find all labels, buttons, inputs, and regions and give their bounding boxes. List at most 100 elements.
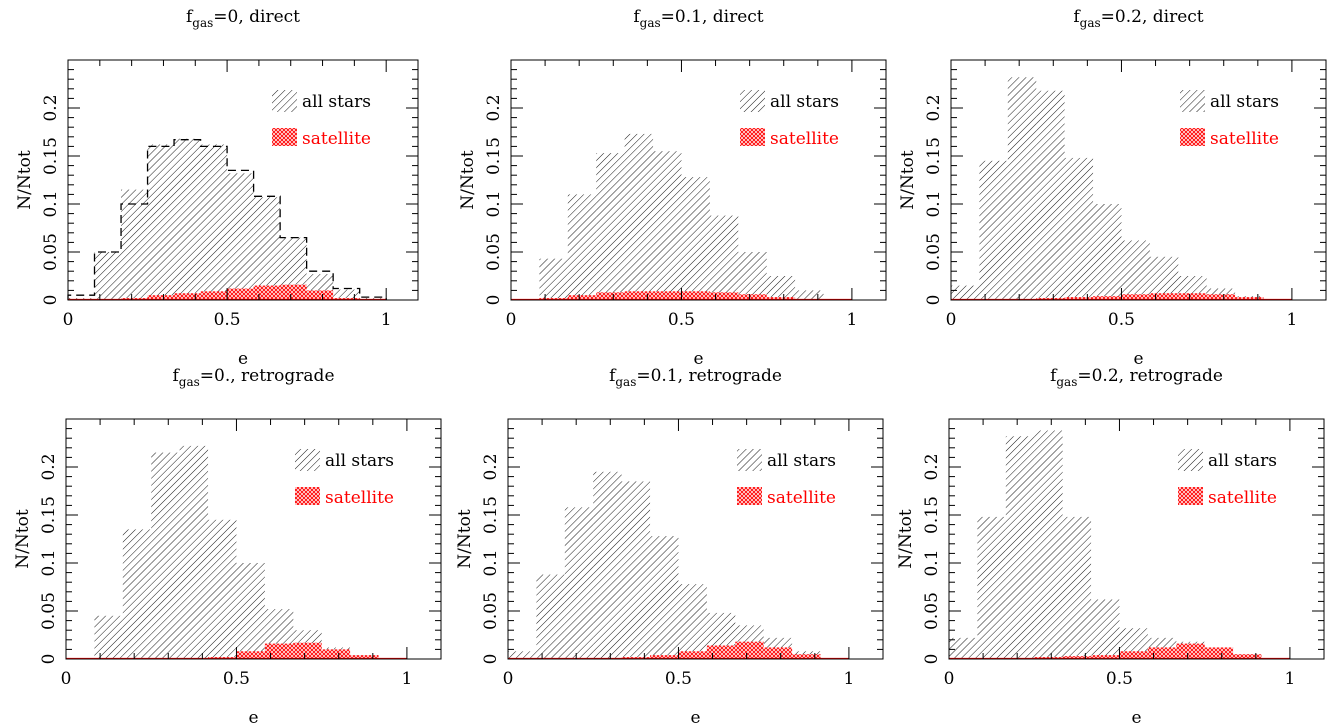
all-stars-bar-4 (1036, 90, 1065, 300)
dashed-histogram-line (67, 139, 387, 300)
all-stars-bar-4 (593, 471, 622, 659)
satellite-bar-6 (1091, 655, 1120, 659)
all-stars-bar-5 (624, 133, 654, 300)
all-stars-bar-5 (174, 138, 201, 300)
x-tick-label: 0.5 (214, 310, 241, 330)
all-stars-bar-11 (795, 290, 824, 300)
all-stars-bar-6 (200, 144, 228, 300)
series-all-stars (949, 430, 1290, 659)
all-stars-bar-2 (536, 574, 565, 659)
x-tick-label: 1 (846, 310, 857, 330)
x-tick-label: 1 (843, 669, 854, 689)
satellite-bar-9 (280, 284, 307, 300)
y-tick-label: 0 (41, 295, 61, 306)
plot-frame (948, 418, 1325, 660)
all-stars-bar-9 (738, 252, 767, 300)
title-subscript: gas (192, 16, 213, 30)
x-axis-label: e (1131, 708, 1141, 728)
x-tick-label: 0.5 (223, 669, 250, 689)
all-stars-bar-3 (122, 529, 152, 659)
title-rest: =0.1, direct (661, 7, 764, 27)
satellite-bar-9 (1176, 643, 1205, 659)
x-tick-label: 1 (381, 310, 392, 330)
all-stars-bar-1 (951, 285, 980, 300)
series-all-stars (94, 445, 407, 659)
all-stars-bar-4 (151, 452, 180, 659)
x-tick-label: 0.5 (668, 310, 695, 330)
y-tick-label: 0.15 (922, 496, 942, 534)
all-stars-bar-2 (94, 252, 122, 300)
title-subscript: gas (640, 16, 661, 30)
chart-title: fgas=0.1, retrograde (609, 366, 782, 389)
legend-swatch-satellite (1180, 128, 1205, 146)
satellite-bar-4 (596, 292, 625, 300)
legend-swatch-all-stars (1180, 90, 1205, 112)
x-axis-label: e (690, 708, 700, 728)
satellite-bar-7 (1121, 294, 1150, 300)
y-tick-label: 0.15 (924, 137, 944, 175)
x-tick-label: 0.5 (1108, 310, 1135, 330)
satellite-bar-8 (253, 285, 281, 300)
y-tick-label: 0 (481, 654, 501, 665)
satellite-bar-8 (1147, 647, 1177, 659)
y-axis-label: N/Ntot (13, 509, 33, 569)
all-stars-bar-1 (949, 637, 978, 659)
y-tick-label: 0.2 (481, 453, 501, 480)
all-stars-bar-7 (678, 584, 707, 659)
x-tick-label: 0 (61, 669, 72, 689)
legend-label-all-stars: all stars (767, 451, 836, 471)
legend-label-satellite: satellite (1210, 129, 1279, 149)
satellite-bar-9 (1178, 293, 1207, 300)
chart-title: fgas=0, direct (186, 7, 300, 30)
chart-title: fgas=0.2, direct (1073, 7, 1203, 30)
all-stars-bar-3 (564, 507, 594, 659)
satellite-bar-9 (738, 294, 767, 300)
all-stars-bar-6 (1091, 599, 1120, 659)
legend-swatch-all-stars (295, 449, 320, 471)
x-tick-label: 1 (1284, 669, 1295, 689)
y-tick-label: 0 (924, 295, 944, 306)
all-stars-bar-7 (227, 173, 254, 300)
title-base: f (633, 7, 641, 27)
plot-frame (507, 418, 884, 660)
chart-title: fgas=0.2, retrograde (1050, 366, 1223, 389)
y-axis-label: N/Ntot (455, 509, 475, 569)
legend: all stars satellite (1180, 90, 1279, 149)
x-tick-label: 1 (1286, 310, 1297, 330)
all-stars-bar-3 (1005, 436, 1035, 659)
title-rest: =0.1, retrograde (636, 366, 782, 386)
y-tick-label: 0.05 (39, 592, 59, 630)
all-stars-bar-5 (1062, 516, 1092, 659)
satellite-bar-8 (264, 643, 294, 659)
legend-label-satellite: satellite (770, 129, 839, 149)
x-tick-label: 0 (503, 669, 514, 689)
y-tick-label: 0.1 (484, 190, 504, 217)
legend-label-satellite: satellite (1208, 488, 1277, 508)
legend: all stars satellite (740, 90, 839, 149)
legend-swatch-all-stars (740, 90, 765, 112)
chart-title: fgas=0.1, direct (633, 7, 763, 30)
y-tick-label: 0.05 (484, 233, 504, 271)
satellite-bar-6 (200, 291, 228, 300)
all-stars-bar-1 (508, 651, 537, 659)
chart-panel-4: fgas=0., retrograde 0 0.5 1 0 0.05 0.1 0.15 0.2 e… (13, 366, 442, 728)
y-tick-label: 0.2 (484, 94, 504, 121)
legend-label-all-stars: all stars (325, 451, 394, 471)
satellite-bar-10 (321, 649, 351, 659)
all-stars-bar-7 (1121, 240, 1150, 300)
all-stars-bar-2 (94, 615, 123, 659)
plot-frame (510, 59, 887, 301)
legend-label-all-stars: all stars (770, 92, 839, 112)
chart-panel-2: fgas=0.1, direct 0 0.5 1 0 0.05 0.1 0.15 0.2 e N/N… (458, 7, 887, 369)
legend-swatch-all-stars (1178, 449, 1203, 471)
satellite-bar-5 (624, 291, 654, 300)
series-comparison (67, 139, 387, 300)
chart-panel-5: fgas=0.1, retrograde 0 0.5 1 0 0.05 0.1 0.15 0.2… (455, 366, 884, 728)
x-tick-label: 1 (401, 669, 412, 689)
plot-frame (65, 418, 442, 660)
y-tick-label: 0.2 (39, 453, 59, 480)
y-tick-label: 0.15 (41, 137, 61, 175)
title-base: f (609, 366, 617, 386)
satellite-bar-7 (681, 291, 710, 300)
legend-swatch-satellite (272, 128, 297, 146)
